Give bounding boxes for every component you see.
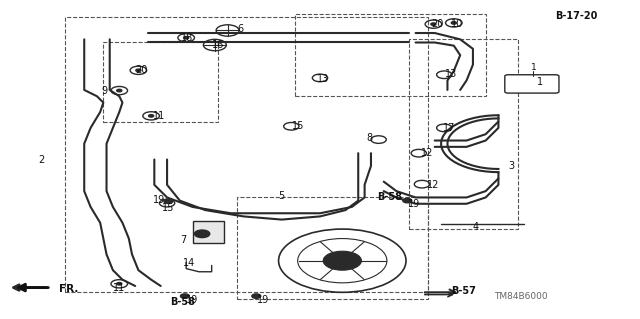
Text: B-58: B-58 [378,192,403,203]
Circle shape [403,198,412,203]
Text: 19: 19 [257,295,269,305]
Bar [237,197,428,299]
Text: TM84B6000: TM84B6000 [494,292,548,300]
Text: 11: 11 [113,283,125,293]
Text: 3: 3 [508,161,514,171]
Text: 9: 9 [102,85,108,96]
Bar [294,14,486,96]
Text: 16: 16 [212,40,224,50]
Text: 19: 19 [408,199,420,209]
FancyBboxPatch shape [505,75,559,93]
Text: B-58: B-58 [170,297,195,308]
Text: 12: 12 [428,180,440,190]
Text: B-17-20: B-17-20 [555,11,597,21]
Circle shape [116,89,122,92]
Text: 1: 1 [531,63,536,72]
Circle shape [180,294,189,298]
Text: 2: 2 [38,154,44,165]
Text: 7: 7 [180,235,186,245]
Text: 12: 12 [421,148,433,158]
Circle shape [184,36,189,39]
Text: 10: 10 [451,19,463,28]
Text: 1: 1 [537,77,543,87]
Circle shape [136,69,141,71]
Text: 20: 20 [136,65,148,75]
Circle shape [252,294,260,298]
Text: 19: 19 [186,295,198,305]
Text: 20: 20 [432,19,444,29]
Circle shape [323,251,362,270]
Text: 5: 5 [278,191,285,201]
Circle shape [195,230,210,238]
Text: 11: 11 [154,111,166,121]
Circle shape [116,283,122,285]
Text: 13: 13 [445,69,457,79]
Bar [409,39,518,229]
Text: FR.: FR. [59,284,78,294]
Text: 6: 6 [237,24,243,34]
Bar [65,17,428,292]
Text: 13: 13 [317,74,330,84]
Text: 19: 19 [154,195,166,205]
Circle shape [148,115,154,117]
Text: 17: 17 [442,123,455,133]
Text: 18: 18 [181,33,193,43]
Circle shape [164,199,173,204]
Text: 15: 15 [291,121,304,131]
Circle shape [451,22,456,24]
Text: 14: 14 [183,258,195,268]
Bar [103,42,218,122]
Text: 8: 8 [367,133,372,143]
Text: B-57: B-57 [451,286,476,296]
Text: 15: 15 [162,203,175,212]
Text: 4: 4 [473,222,479,233]
Bar [193,221,225,243]
Circle shape [431,23,436,26]
